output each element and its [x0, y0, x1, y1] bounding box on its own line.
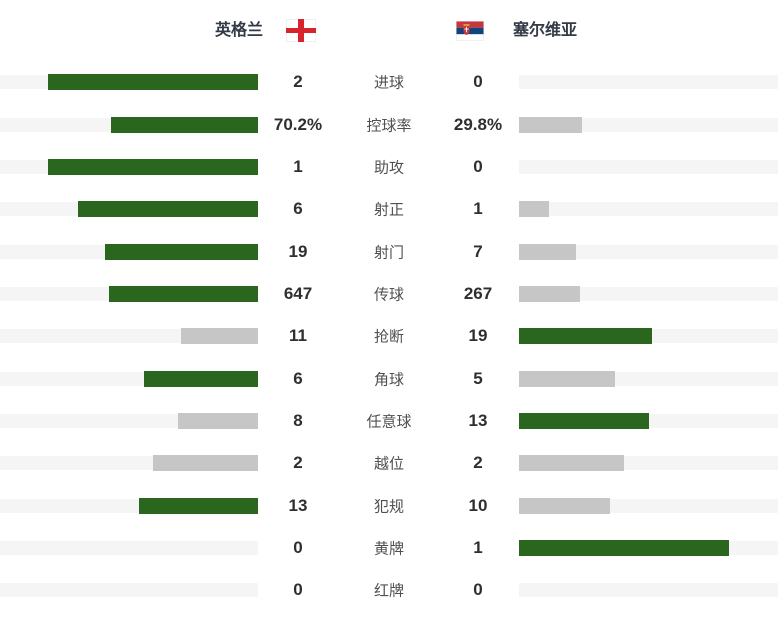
stat-label: 进球: [373, 74, 404, 92]
stat-row: 0 红牌 0: [0, 569, 778, 611]
home-stat-bar: [48, 74, 258, 91]
stat-row: 11 抢断 19: [0, 315, 778, 357]
home-stat-value: 11: [289, 326, 307, 346]
stat-label: 任意球: [366, 413, 412, 431]
away-stat-value: 0: [473, 72, 483, 92]
stat-row: 70.2% 控球率 29.8%: [0, 103, 778, 145]
home-stat-bar: [78, 201, 258, 218]
home-stat-value: 1: [293, 156, 303, 176]
away-stat-bar: [519, 412, 649, 429]
stat-label: 黄牌: [373, 540, 404, 558]
away-stat-bar: [519, 370, 615, 387]
away-stat-value: 0: [473, 580, 483, 600]
row-stripe-away: [519, 583, 778, 598]
stat-row: 13 犯规 10: [0, 484, 778, 526]
away-stat-value: 5: [473, 368, 483, 388]
serbia-flag-icon: [455, 20, 485, 46]
away-stat-value: 267: [463, 283, 493, 303]
home-stat-bar: [143, 370, 258, 387]
away-stat-bar: [519, 116, 582, 133]
stat-label: 越位: [373, 455, 404, 473]
row-stripe-away: [519, 202, 778, 217]
away-stat-value: 0: [473, 156, 483, 176]
stat-label: 传球: [373, 286, 404, 304]
row-stripe-away: [519, 75, 778, 90]
home-team-name: 英格兰: [214, 22, 263, 39]
away-stat-bar: [519, 285, 581, 302]
away-stat-value: 1: [473, 199, 483, 219]
home-stat-value: 6: [293, 368, 303, 388]
away-stat-bar: [519, 455, 624, 472]
row-stripe-away: [519, 244, 778, 259]
away-stat-value: 19: [468, 326, 488, 346]
stats-rows: 2 进球 0 70.2% 控球率 29.8% 1 助攻 0 6 射正 1 19 射门 7 647 传球 267 11…: [0, 61, 778, 611]
stat-row: 8 任意球 13: [0, 400, 778, 442]
header: 英格兰 塞尔维亚: [0, 0, 778, 61]
home-stat-value: 70.2%: [273, 114, 323, 134]
home-stat-bar: [48, 158, 258, 175]
home-stat-value: 0: [293, 537, 303, 557]
stat-row: 647 传球 267: [0, 273, 778, 315]
away-stat-bar: [519, 243, 576, 260]
away-stat-value: 2: [473, 453, 483, 473]
stat-row: 6 射正 1: [0, 188, 778, 230]
stat-label: 射门: [373, 244, 404, 262]
home-stat-value: 2: [293, 72, 303, 92]
away-stat-bar: [519, 497, 611, 514]
stat-label: 红牌: [373, 582, 404, 600]
row-stripe-home: [0, 540, 258, 555]
away-stat-bar: [519, 328, 652, 345]
home-stat-bar: [181, 328, 258, 345]
stat-label: 犯规: [373, 498, 404, 516]
home-stat-value: 647: [283, 283, 313, 303]
stat-label: 射正: [373, 201, 404, 219]
away-team-name: 塞尔维亚: [513, 22, 578, 39]
stat-row: 0 黄牌 1: [0, 527, 778, 569]
away-stat-value: 29.8%: [453, 114, 503, 134]
home-stat-bar: [110, 116, 258, 133]
home-stat-value: 13: [288, 495, 308, 515]
home-stat-bar: [109, 285, 258, 302]
away-stat-value: 7: [473, 241, 483, 261]
home-stat-value: 0: [293, 580, 303, 600]
stat-row: 2 进球 0: [0, 61, 778, 103]
stat-row: 2 越位 2: [0, 442, 778, 484]
stat-label: 助攻: [373, 159, 404, 177]
home-stat-bar: [104, 243, 258, 260]
home-stat-bar: [139, 497, 258, 514]
away-stat-bar: [519, 539, 729, 556]
away-stat-value: 13: [468, 410, 488, 430]
row-stripe-home: [0, 583, 258, 598]
home-stat-bar: [153, 455, 258, 472]
row-stripe-away: [519, 159, 778, 174]
row-stripe-away: [519, 117, 778, 132]
away-stat-value: 10: [468, 495, 488, 515]
stat-row: 6 角球 5: [0, 357, 778, 399]
home-stat-bar: [178, 412, 258, 429]
home-stat-value: 2: [293, 453, 303, 473]
stat-label: 抢断: [373, 328, 404, 346]
stat-row: 1 助攻 0: [0, 146, 778, 188]
away-stat-bar: [519, 201, 549, 218]
stat-label: 控球率: [366, 117, 412, 135]
stat-row: 19 射门 7: [0, 230, 778, 272]
england-flag-icon: [285, 18, 317, 47]
away-stat-value: 1: [473, 537, 483, 557]
home-stat-value: 6: [293, 199, 303, 219]
stat-label: 角球: [373, 371, 404, 389]
home-stat-value: 19: [288, 241, 308, 261]
home-stat-value: 8: [293, 410, 303, 430]
row-stripe-away: [519, 286, 778, 301]
